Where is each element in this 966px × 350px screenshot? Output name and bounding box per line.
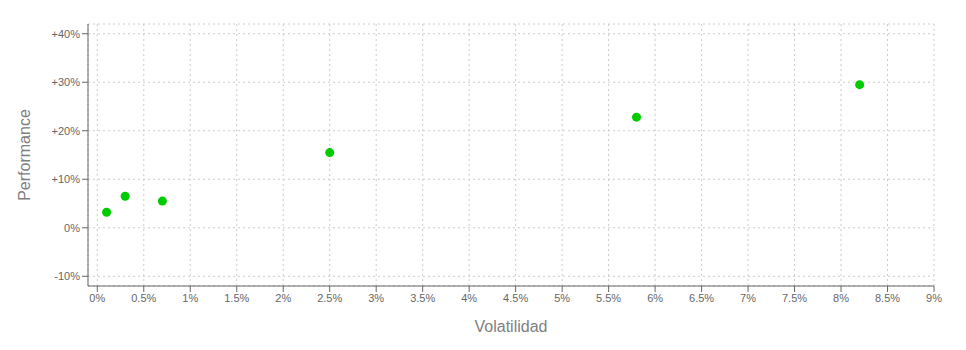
svg-text:9%: 9% [926, 292, 942, 304]
svg-text:5%: 5% [554, 292, 570, 304]
svg-text:7.5%: 7.5% [782, 292, 807, 304]
svg-text:1.5%: 1.5% [224, 292, 249, 304]
svg-text:8.5%: 8.5% [875, 292, 900, 304]
svg-text:+40%: +40% [52, 28, 81, 40]
svg-text:8%: 8% [833, 292, 849, 304]
svg-text:-10%: -10% [54, 270, 80, 282]
svg-text:0%: 0% [64, 222, 80, 234]
svg-text:6.5%: 6.5% [689, 292, 714, 304]
svg-text:0.5%: 0.5% [131, 292, 156, 304]
svg-text:4%: 4% [461, 292, 477, 304]
svg-text:5.5%: 5.5% [596, 292, 621, 304]
svg-text:1%: 1% [182, 292, 198, 304]
svg-text:4.5%: 4.5% [503, 292, 528, 304]
svg-text:6%: 6% [647, 292, 663, 304]
svg-text:0%: 0% [89, 292, 105, 304]
svg-text:Volatilidad: Volatilidad [475, 318, 548, 335]
svg-text:+20%: +20% [52, 125, 81, 137]
svg-text:+10%: +10% [52, 173, 81, 185]
svg-text:+30%: +30% [52, 76, 81, 88]
svg-text:3.5%: 3.5% [410, 292, 435, 304]
svg-text:Performance: Performance [16, 109, 33, 201]
svg-text:3%: 3% [368, 292, 384, 304]
svg-text:2.5%: 2.5% [317, 292, 342, 304]
svg-text:2%: 2% [275, 292, 291, 304]
svg-text:7%: 7% [740, 292, 756, 304]
